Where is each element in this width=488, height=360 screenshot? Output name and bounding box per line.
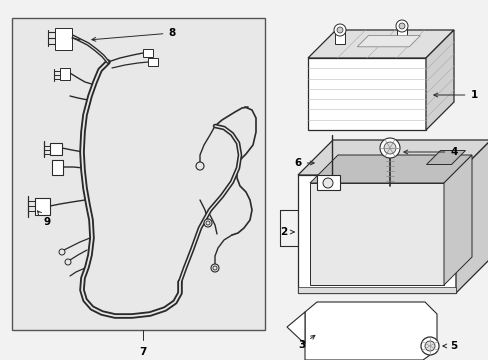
Text: 8: 8 xyxy=(92,28,175,41)
Circle shape xyxy=(65,259,71,265)
Text: 3: 3 xyxy=(298,335,314,350)
Circle shape xyxy=(398,23,404,29)
Bar xyxy=(334,32,345,44)
Polygon shape xyxy=(425,30,453,130)
Polygon shape xyxy=(50,143,62,155)
Polygon shape xyxy=(443,155,471,285)
Circle shape xyxy=(420,337,438,355)
Circle shape xyxy=(303,221,308,228)
Circle shape xyxy=(210,264,219,272)
Text: 6: 6 xyxy=(294,158,313,168)
Circle shape xyxy=(392,325,406,339)
Bar xyxy=(307,58,425,130)
Circle shape xyxy=(379,138,399,158)
Polygon shape xyxy=(307,30,453,58)
Bar xyxy=(309,183,443,285)
Circle shape xyxy=(336,27,342,33)
Circle shape xyxy=(359,325,373,339)
Text: 1: 1 xyxy=(433,90,477,100)
Polygon shape xyxy=(356,36,420,47)
Text: 4: 4 xyxy=(403,147,457,157)
Text: 5: 5 xyxy=(442,341,457,351)
Bar xyxy=(12,18,264,330)
Text: 7: 7 xyxy=(139,347,146,357)
Polygon shape xyxy=(55,28,72,50)
Text: 2: 2 xyxy=(280,227,294,237)
Polygon shape xyxy=(148,58,158,66)
Circle shape xyxy=(333,24,346,36)
Circle shape xyxy=(383,142,395,154)
Circle shape xyxy=(303,240,308,247)
Circle shape xyxy=(59,249,65,255)
Text: 9: 9 xyxy=(38,211,50,227)
Polygon shape xyxy=(455,140,488,293)
Polygon shape xyxy=(286,312,305,344)
Polygon shape xyxy=(35,198,50,215)
Circle shape xyxy=(363,329,369,335)
Polygon shape xyxy=(316,175,339,190)
Bar xyxy=(297,287,455,293)
Polygon shape xyxy=(60,68,70,80)
Circle shape xyxy=(205,221,209,225)
Polygon shape xyxy=(142,49,153,57)
Polygon shape xyxy=(297,140,488,175)
Polygon shape xyxy=(309,155,471,183)
Circle shape xyxy=(196,162,203,170)
Circle shape xyxy=(325,325,339,339)
Circle shape xyxy=(395,20,407,32)
Circle shape xyxy=(203,219,212,227)
Circle shape xyxy=(424,341,434,351)
Circle shape xyxy=(323,178,332,188)
Bar xyxy=(396,28,406,42)
Circle shape xyxy=(396,329,402,335)
Circle shape xyxy=(329,329,335,335)
Circle shape xyxy=(213,266,217,270)
Polygon shape xyxy=(52,160,63,175)
Polygon shape xyxy=(426,150,465,165)
Bar xyxy=(297,175,455,293)
Polygon shape xyxy=(305,302,436,360)
